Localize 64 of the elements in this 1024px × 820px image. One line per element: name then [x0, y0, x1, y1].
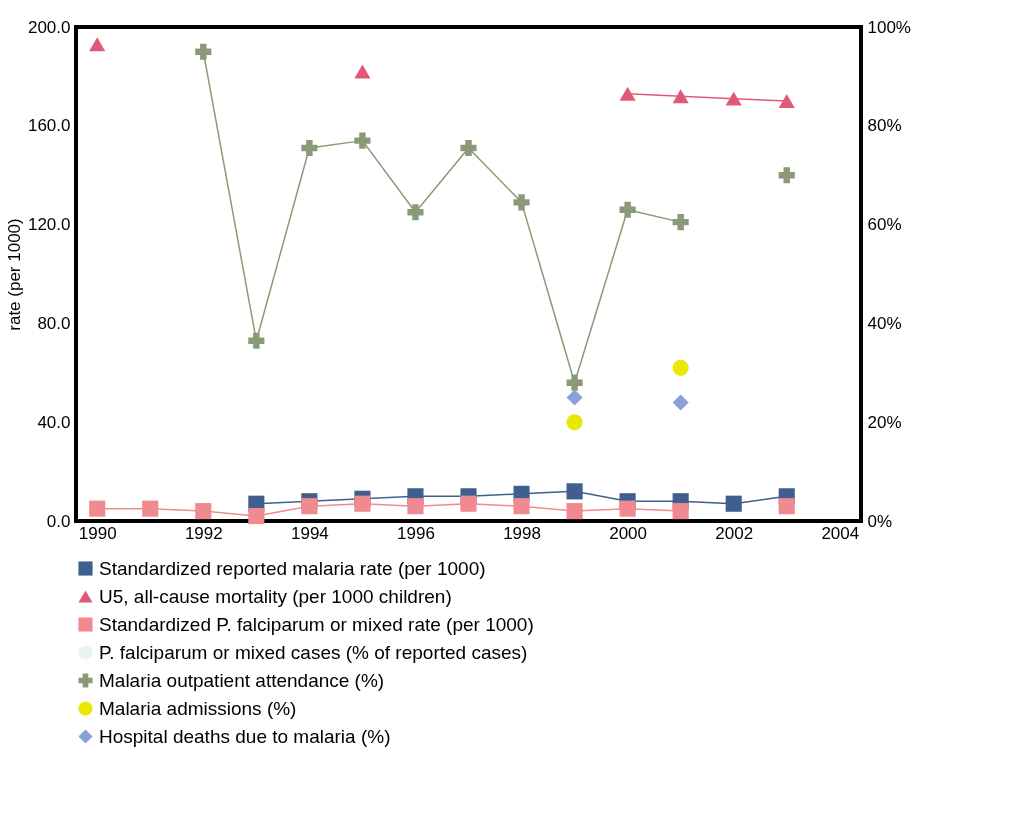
point — [407, 498, 424, 515]
y2-tick-label: 60% — [867, 215, 902, 235]
point — [354, 132, 371, 149]
point — [460, 139, 477, 157]
x-tick-label: 2002 — [715, 523, 754, 543]
legend-label: Malaria outpatient attendance (%) — [99, 669, 385, 691]
point — [566, 389, 583, 406]
legend-label: Hospital deaths due to malaria (%) — [99, 725, 391, 747]
point — [89, 37, 106, 52]
point — [778, 167, 795, 184]
x-tick-label: 1990 — [78, 523, 117, 543]
point — [460, 495, 477, 512]
point — [301, 139, 318, 157]
y-tick-label: 200.0 — [27, 17, 71, 37]
point — [354, 495, 371, 512]
y-tick-label: 120.0 — [27, 215, 71, 235]
point — [513, 194, 530, 211]
point — [725, 495, 742, 512]
y-axis-title: rate (per 1000) — [4, 218, 24, 331]
point — [619, 86, 636, 101]
point — [672, 503, 689, 520]
x-tick-label: 2004 — [821, 523, 860, 543]
y2-tick-label: 80% — [867, 116, 902, 136]
x-tick-label: 1998 — [503, 523, 541, 543]
point — [619, 500, 636, 517]
x-tick-label: 1996 — [397, 523, 435, 543]
point — [195, 43, 212, 60]
point — [248, 508, 265, 525]
y2-tick-label: 40% — [867, 313, 902, 333]
point — [725, 91, 742, 106]
point — [566, 414, 583, 431]
point — [89, 500, 106, 517]
legend-label: P. falciparum or mixed cases (% of reported cases) — [99, 641, 528, 663]
legend-label: Malaria admissions (%) — [99, 697, 297, 719]
legend-label: Standardized reported malaria rate (per 1000) — [99, 557, 486, 579]
point — [513, 498, 530, 515]
x-tick-label: 1992 — [184, 523, 223, 543]
point — [672, 394, 689, 411]
x-tick-label: 2000 — [609, 523, 648, 543]
point — [672, 359, 689, 376]
point — [619, 201, 636, 218]
point — [778, 94, 795, 109]
point — [566, 483, 583, 500]
point — [301, 498, 318, 515]
legend-label: U5, all-cause mortality (per 1000 children) — [99, 585, 452, 607]
y2-tick-label: 20% — [867, 412, 902, 432]
y2-tick-label: 100% — [867, 17, 911, 37]
y-tick-label: 80.0 — [37, 313, 71, 333]
point — [672, 89, 689, 104]
point — [778, 498, 795, 515]
point — [566, 374, 583, 391]
point — [672, 214, 689, 231]
point — [354, 64, 371, 79]
y-tick-label: 160.0 — [27, 116, 71, 136]
legend-label: Standardized P. falciparum or mixed rate (per 1000) — [99, 613, 534, 635]
point — [142, 500, 159, 517]
point — [195, 503, 212, 520]
y-tick-label: 0.0 — [46, 511, 71, 531]
point — [407, 204, 424, 221]
x-tick-label: 1994 — [290, 523, 329, 543]
y2-tick-label: 0% — [867, 511, 893, 531]
point — [248, 332, 265, 349]
y-tick-label: 40.0 — [37, 412, 71, 432]
point — [566, 503, 583, 520]
